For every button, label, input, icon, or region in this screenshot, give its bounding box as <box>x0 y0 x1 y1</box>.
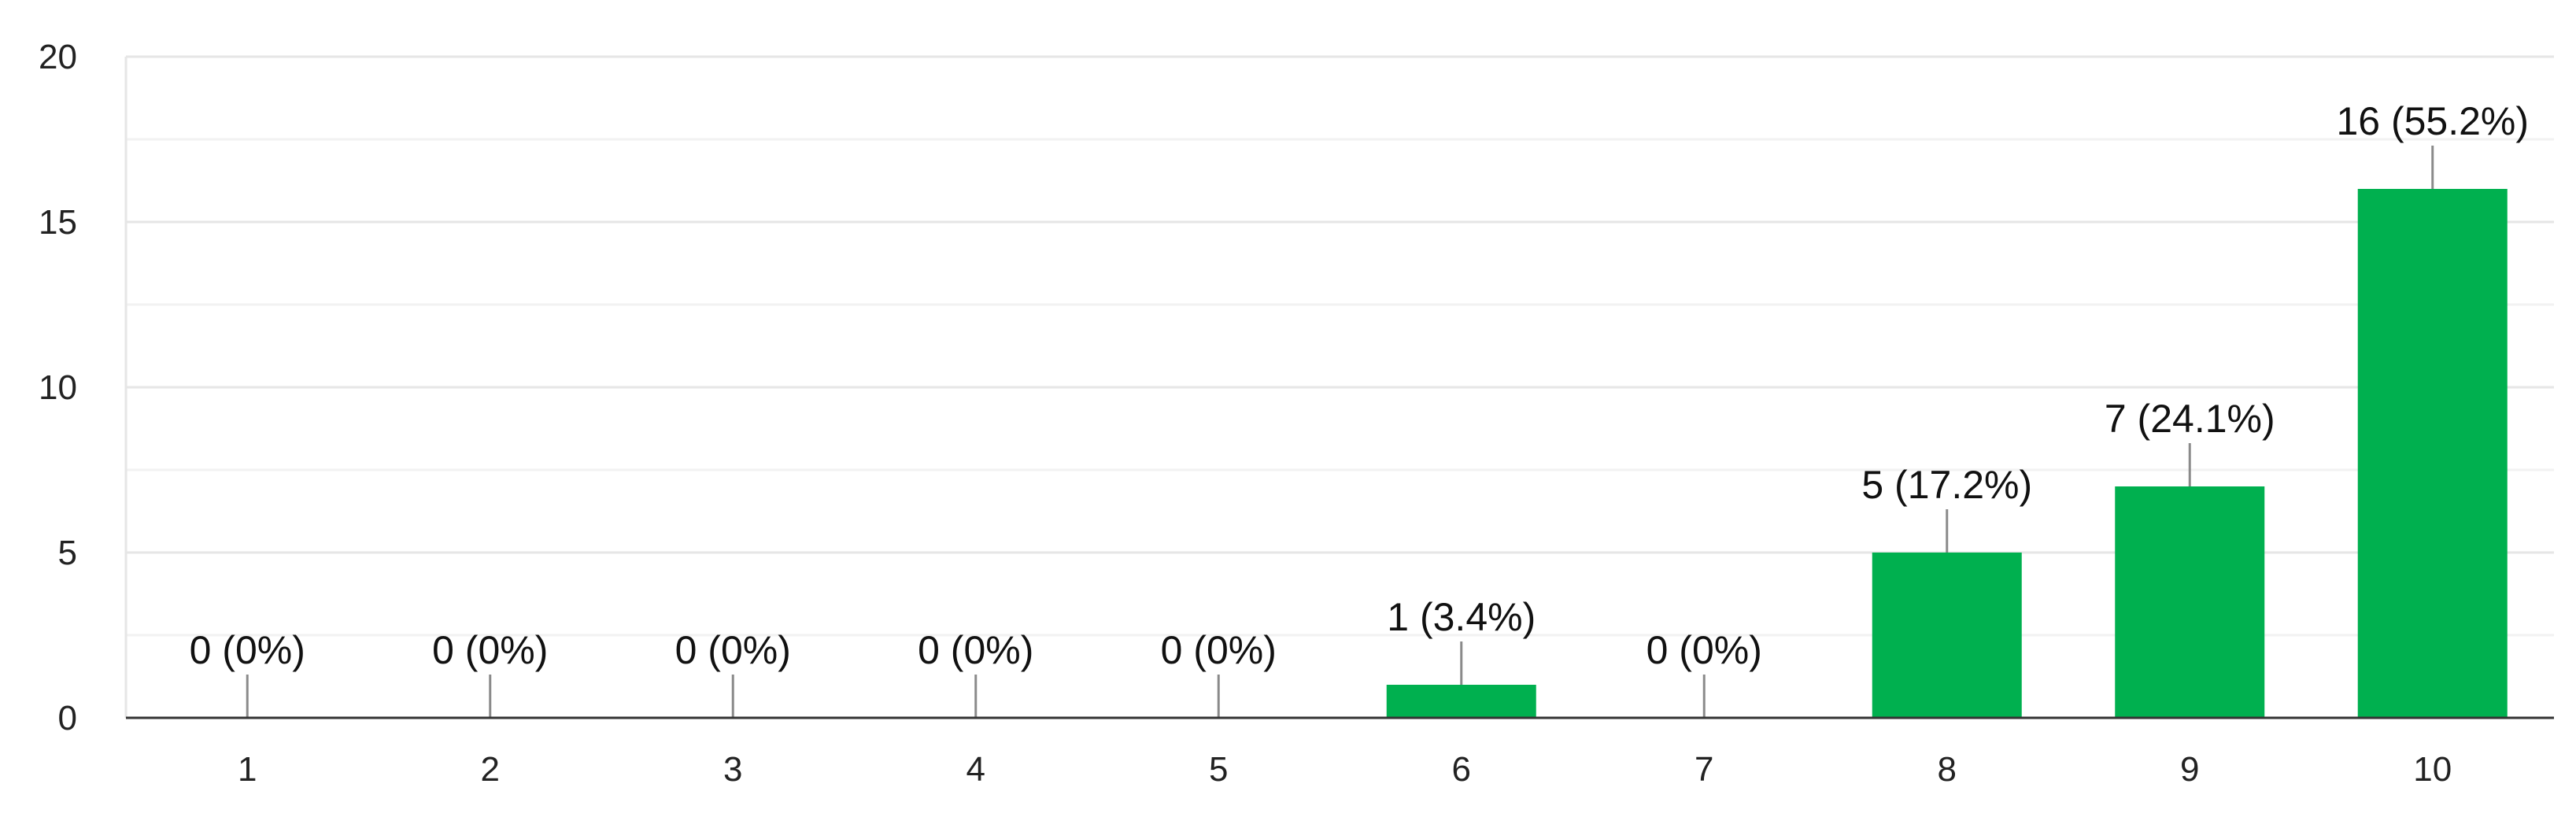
data-label-8: 5 (17.2%) <box>1861 463 2032 507</box>
bar-8 <box>1872 553 2022 718</box>
data-label-4: 0 (0%) <box>918 628 1033 672</box>
x-tick-label-7: 7 <box>1695 750 1713 789</box>
y-tick-label: 20 <box>39 38 77 76</box>
label-leaders <box>246 146 2434 718</box>
x-tick-label-3: 3 <box>723 750 742 789</box>
bars <box>1386 189 2508 718</box>
x-tick-label-9: 9 <box>2180 750 2199 789</box>
data-label-9: 7 (24.1%) <box>2105 397 2275 441</box>
data-label-6: 1 (3.4%) <box>1387 595 1536 639</box>
bar-9 <box>2115 486 2265 718</box>
data-label-5: 0 (0%) <box>1161 628 1277 672</box>
x-tick-label-5: 5 <box>1209 750 1228 789</box>
data-labels: 0 (0%) 0 (0%) 0 (0%) 0 (0%) 0 (0%) 1 (3.4%) 0 … <box>190 99 2529 672</box>
y-tick-label: 5 <box>58 534 77 572</box>
x-axis-ticks: 1 2 3 4 5 6 7 8 9 10 <box>238 750 2452 789</box>
x-tick-label-1: 1 <box>238 750 257 789</box>
data-label-3: 0 (0%) <box>675 628 791 672</box>
x-tick-label-2: 2 <box>481 750 500 789</box>
bar-10 <box>2357 189 2508 718</box>
y-tick-label: 0 <box>58 699 77 738</box>
x-tick-label-6: 6 <box>1452 750 1471 789</box>
data-label-7: 0 (0%) <box>1646 628 1762 672</box>
data-label-2: 0 (0%) <box>432 628 548 672</box>
data-label-10: 16 (55.2%) <box>2336 99 2529 143</box>
y-tick-label: 15 <box>39 203 77 242</box>
y-axis-ticks: 0 5 10 15 20 <box>39 38 77 738</box>
bar-6 <box>1386 685 1536 718</box>
data-label-1: 0 (0%) <box>190 628 305 672</box>
x-tick-label-8: 8 <box>1938 750 1957 789</box>
y-tick-label: 10 <box>39 368 77 407</box>
x-tick-label-4: 4 <box>966 750 985 789</box>
x-tick-label-10: 10 <box>2413 750 2452 789</box>
grid-lines <box>124 55 2554 718</box>
